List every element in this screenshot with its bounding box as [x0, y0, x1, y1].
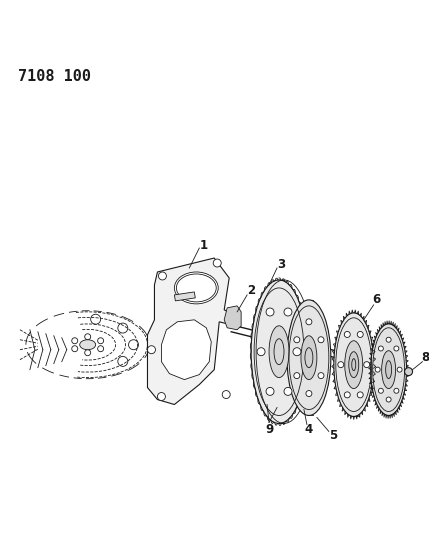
Ellipse shape — [174, 272, 218, 304]
Text: 9: 9 — [265, 423, 273, 436]
Text: 5: 5 — [329, 429, 337, 442]
Circle shape — [405, 368, 413, 376]
Ellipse shape — [176, 274, 216, 302]
Text: 2: 2 — [247, 285, 255, 297]
Text: 7108 100: 7108 100 — [18, 69, 91, 84]
Circle shape — [357, 332, 363, 337]
Ellipse shape — [251, 280, 307, 423]
Circle shape — [306, 391, 312, 397]
Text: 4: 4 — [305, 423, 313, 436]
Circle shape — [284, 387, 292, 395]
Circle shape — [397, 367, 402, 372]
Ellipse shape — [345, 341, 363, 389]
Circle shape — [158, 272, 166, 280]
Circle shape — [294, 373, 300, 378]
Polygon shape — [148, 258, 234, 405]
Ellipse shape — [301, 336, 317, 379]
Ellipse shape — [349, 352, 359, 377]
Circle shape — [394, 346, 399, 351]
Circle shape — [222, 391, 230, 399]
Circle shape — [257, 348, 265, 356]
Polygon shape — [224, 306, 241, 330]
Circle shape — [386, 397, 391, 402]
Circle shape — [266, 308, 274, 316]
Ellipse shape — [334, 313, 374, 416]
Circle shape — [148, 346, 155, 354]
Circle shape — [318, 373, 324, 378]
Circle shape — [344, 332, 350, 337]
Text: 3: 3 — [277, 257, 285, 271]
Text: 8: 8 — [421, 351, 429, 364]
Text: 6: 6 — [372, 293, 381, 306]
Circle shape — [386, 337, 391, 342]
Polygon shape — [161, 320, 211, 379]
Circle shape — [294, 337, 300, 343]
Ellipse shape — [80, 340, 96, 350]
Ellipse shape — [386, 361, 392, 378]
Circle shape — [344, 392, 350, 398]
Circle shape — [318, 337, 324, 343]
Circle shape — [394, 388, 399, 393]
Circle shape — [375, 367, 380, 372]
Ellipse shape — [269, 326, 289, 377]
Polygon shape — [174, 292, 195, 301]
Circle shape — [157, 392, 166, 400]
Circle shape — [338, 362, 344, 368]
Circle shape — [293, 348, 301, 356]
Circle shape — [213, 259, 221, 267]
Ellipse shape — [371, 324, 407, 415]
Circle shape — [364, 362, 370, 368]
Circle shape — [266, 387, 274, 395]
Circle shape — [357, 392, 363, 398]
Circle shape — [378, 388, 384, 393]
Circle shape — [284, 308, 292, 316]
Text: 1: 1 — [199, 239, 207, 252]
Ellipse shape — [287, 300, 331, 415]
Circle shape — [306, 319, 312, 325]
Ellipse shape — [382, 351, 396, 389]
Circle shape — [378, 346, 384, 351]
